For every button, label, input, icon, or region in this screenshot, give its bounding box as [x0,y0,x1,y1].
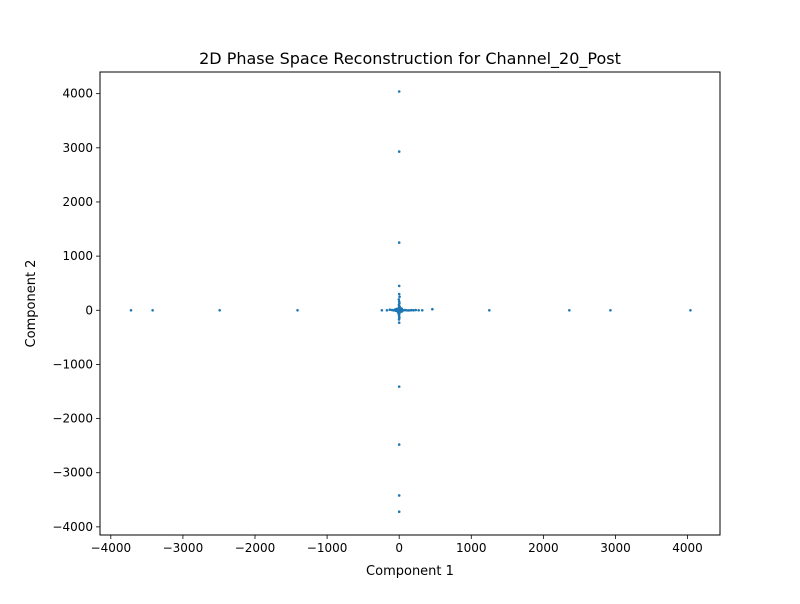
y-tick-label: −1000 [52,357,93,371]
data-point [380,308,384,312]
x-tick-label: −1000 [307,541,348,555]
y-tick-label: 2000 [62,195,93,209]
plot-frame [99,71,721,536]
data-point [397,298,401,301]
data-point [398,305,402,309]
data-point [397,241,401,244]
data-point [397,321,401,325]
data-point [397,284,401,288]
data-point [296,308,299,312]
x-tick-label: 0 [395,541,403,555]
x-tick-label: 1000 [456,541,487,555]
data-point [414,308,418,312]
y-axis-label: Component 2 [24,260,39,348]
data-point [397,443,401,446]
data-point [397,318,401,321]
points-layer [129,90,692,514]
chart-title: 2D Phase Space Reconstruction for Channe… [199,49,621,69]
data-point [397,494,401,497]
x-axis: −4000 −3000 −2000 −1000 0 1000 2000 3000 4000 [91,535,703,555]
data-point [388,308,392,312]
data-point [218,308,221,312]
data-point [394,307,398,311]
x-tick-label: −3000 [163,541,204,555]
data-point [412,308,415,312]
y-tick-label: −2000 [52,412,93,426]
data-point [431,307,434,311]
x-tick-label: 2000 [528,541,559,555]
data-point [397,150,401,153]
y-tick-label: 3000 [62,141,93,155]
x-tick-label: −4000 [91,541,132,555]
data-point [568,308,571,312]
y-tick-label: −4000 [52,520,93,534]
data-point [151,308,154,312]
data-point [397,90,401,93]
y-tick-label: 4000 [62,87,93,101]
data-point [385,308,389,312]
data-point [396,309,399,313]
data-point [397,292,401,296]
y-tick-label: −3000 [52,466,93,480]
x-axis-label: Component 1 [366,564,454,579]
x-tick-label: −2000 [235,541,276,555]
data-point [397,311,400,315]
y-axis: −4000 −3000 −2000 −1000 0 1000 2000 3000 4000 [52,87,100,534]
data-point [398,295,401,299]
data-point [397,385,401,388]
data-point [689,308,692,312]
data-point [129,308,133,312]
data-point [417,308,420,312]
data-point [488,308,491,312]
x-tick-label: 4000 [672,541,703,555]
data-point [420,308,424,312]
data-point [400,310,404,313]
y-tick-label: 0 [85,303,93,317]
y-tick-label: 1000 [62,249,93,263]
data-point [609,308,612,312]
data-point [397,510,401,514]
x-tick-label: 3000 [600,541,631,555]
